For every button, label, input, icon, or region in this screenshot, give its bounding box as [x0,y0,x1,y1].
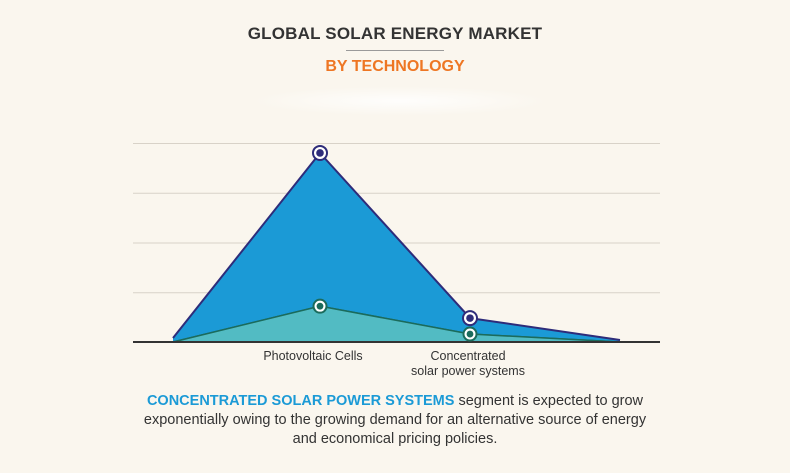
series-front [172,152,621,343]
series-back-outline-top [172,305,621,343]
series-front-area [173,153,620,342]
description: CONCENTRATED SOLAR POWER SYSTEMS segment… [60,392,730,449]
marker-front-dot [466,314,474,322]
marker-back-dot [316,302,324,310]
x-tick-label: Photovoltaic Cells [263,349,362,363]
description-highlight: CONCENTRATED SOLAR POWER SYSTEMS [146,393,455,409]
x-tick-label-line: solar power systems [411,364,525,378]
x-tick-label: Concentrated solar power systems [411,349,525,378]
markers [312,144,478,342]
x-tick-label-line: Concentrated [430,349,505,363]
series-front-line [172,152,621,341]
chart-subtitle: BY TECHNOLOGY [325,58,465,75]
marker-back-dot [466,330,474,338]
chart-title: GLOBAL SOLAR ENERGY MARKET [247,24,543,43]
description-line3: and economical pricing policies. [292,431,498,447]
title-divider [346,50,444,51]
x-tick-labels: Photovoltaic Cells Concentrated solar powe… [263,349,525,378]
area-chart: Photovoltaic Cells Concentrated solar powe… [133,143,660,378]
x-tick-label-line: Photovoltaic Cells [263,349,362,363]
subtitle-glow [250,86,550,116]
description-line1: segment is expected to grow [454,393,644,409]
marker-front-dot [316,149,324,157]
description-line2: exponentially owing to the growing deman… [143,412,647,428]
